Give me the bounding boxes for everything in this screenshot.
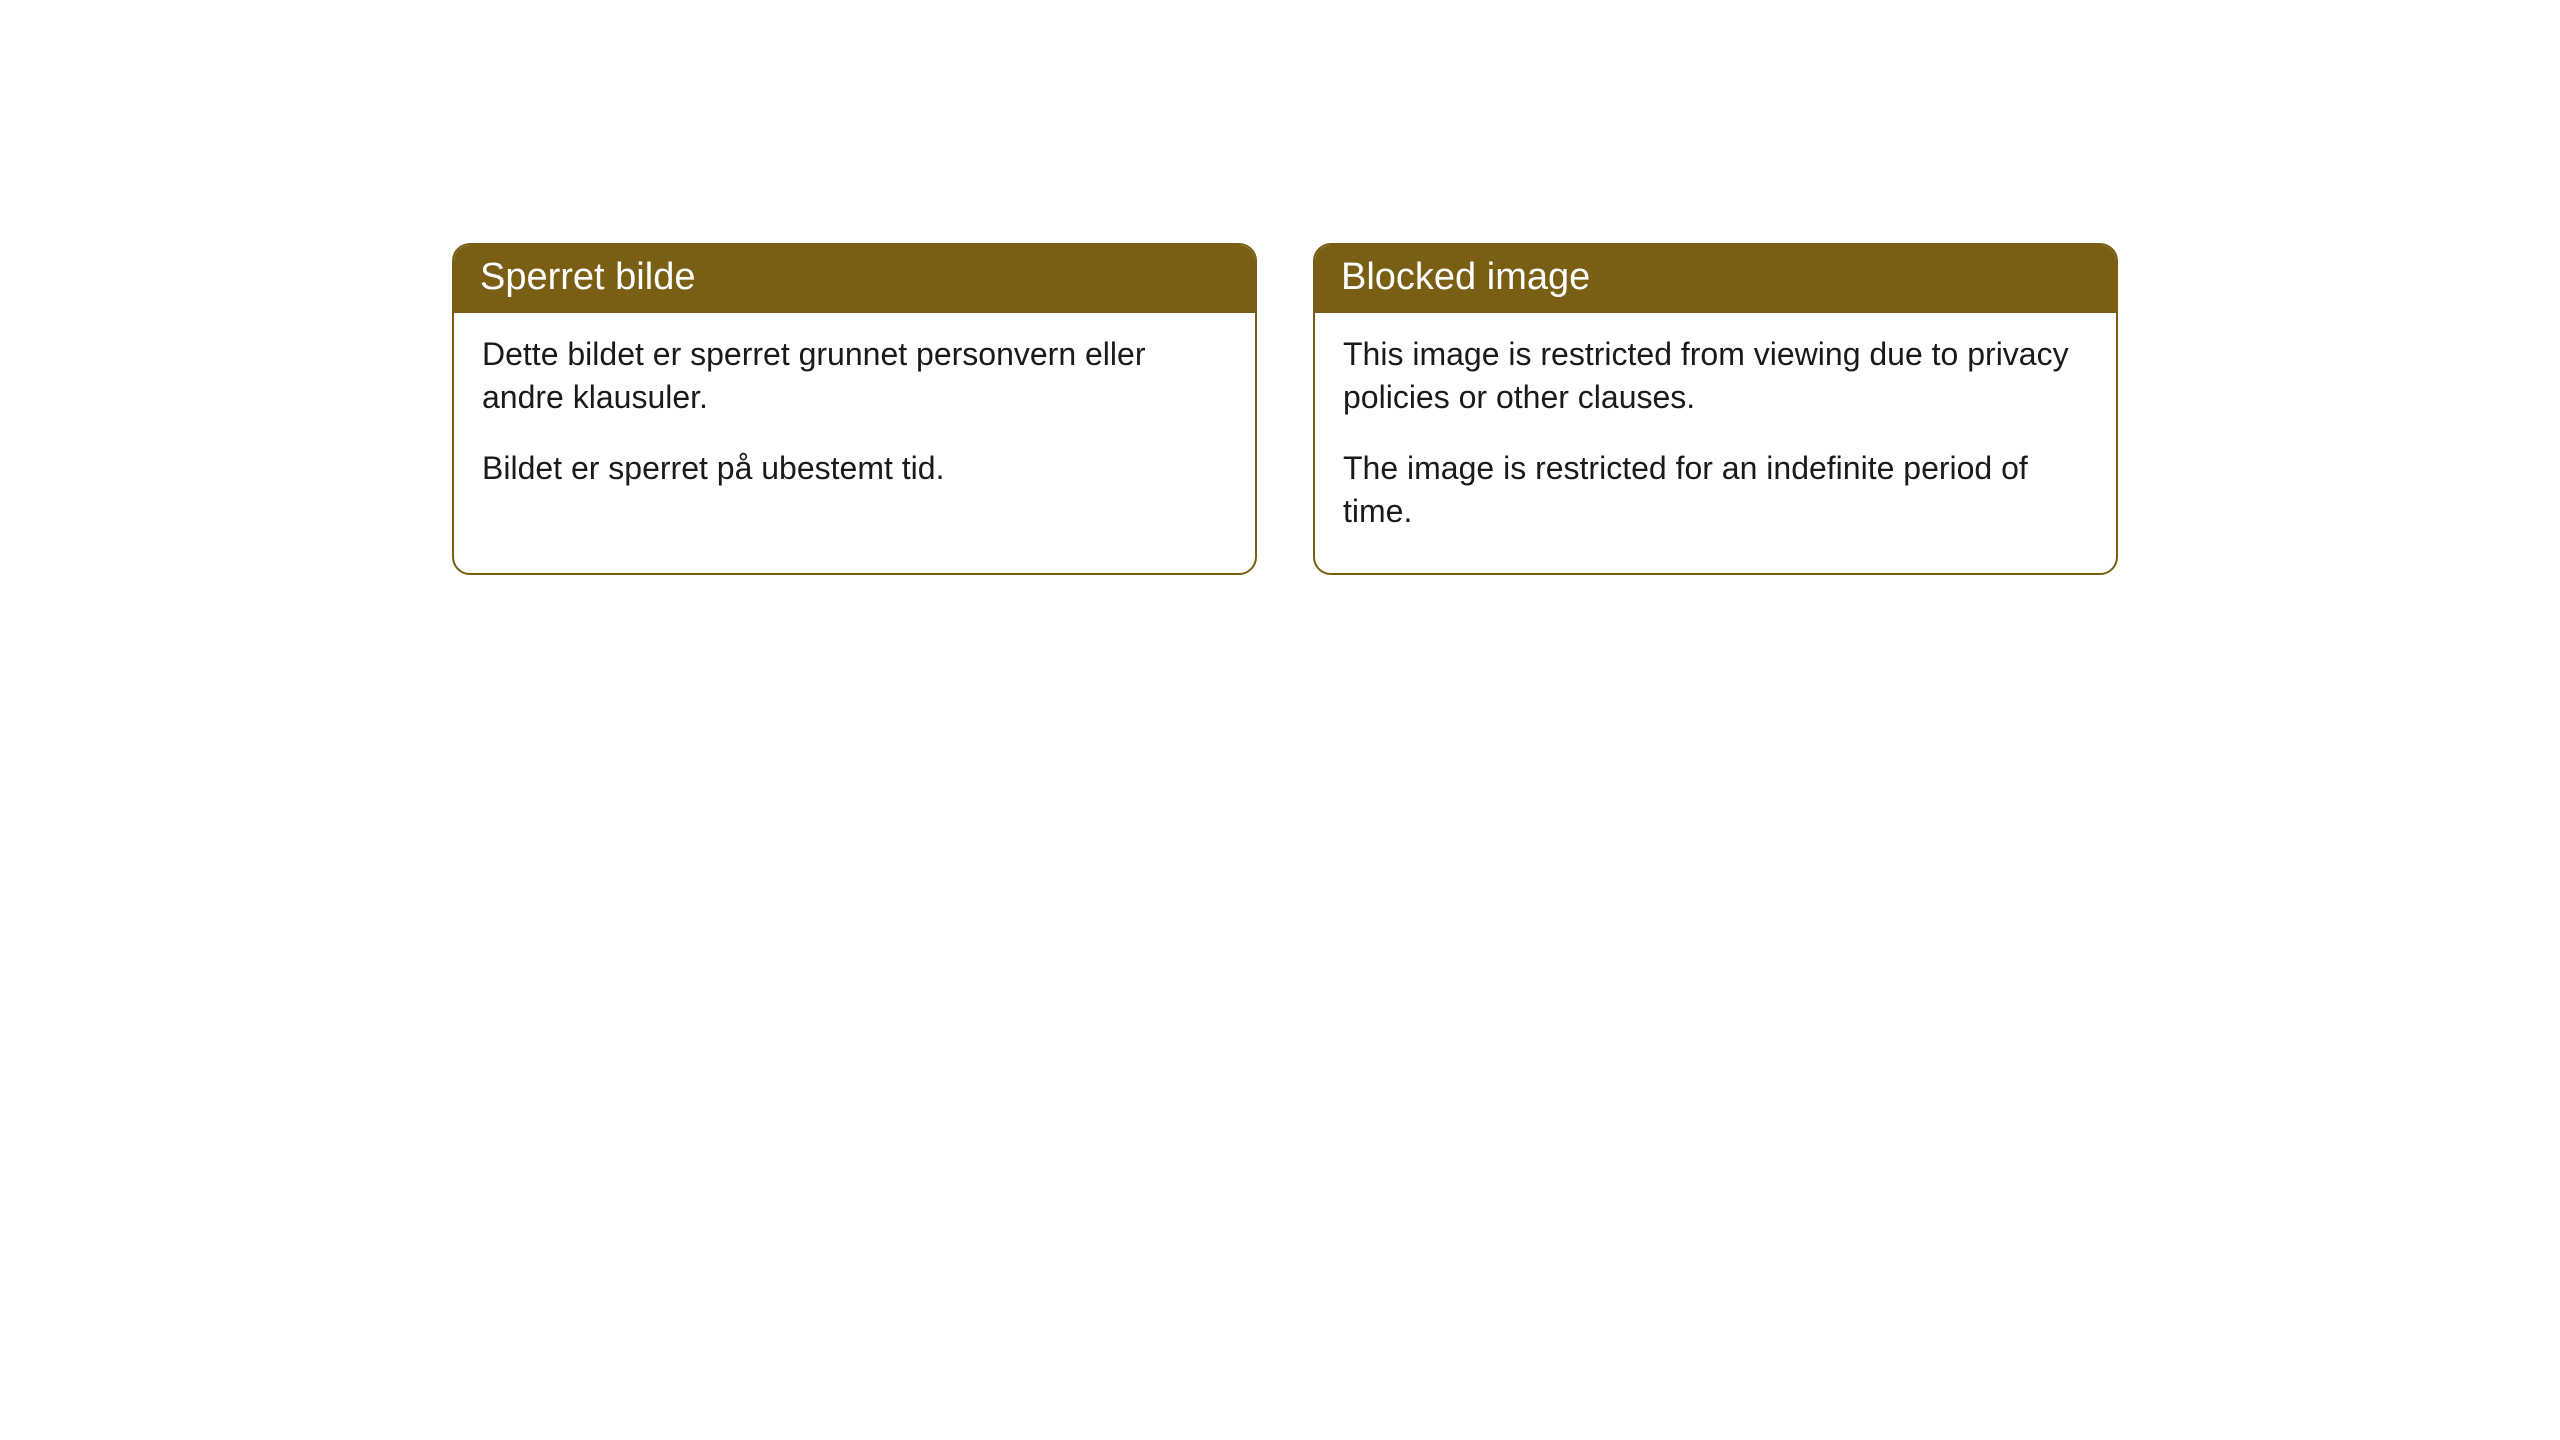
card-body: This image is restricted from viewing du… (1315, 313, 2116, 574)
card-paragraph-1: Dette bildet er sperret grunnet personve… (482, 333, 1227, 419)
notice-cards-container: Sperret bilde Dette bildet er sperret gr… (0, 0, 2560, 575)
card-paragraph-1: This image is restricted from viewing du… (1343, 333, 2088, 419)
card-paragraph-2: Bildet er sperret på ubestemt tid. (482, 447, 1227, 490)
card-paragraph-2: The image is restricted for an indefinit… (1343, 447, 2088, 533)
card-title: Blocked image (1315, 245, 2116, 313)
card-title: Sperret bilde (454, 245, 1255, 313)
blocked-image-card-no: Sperret bilde Dette bildet er sperret gr… (452, 243, 1257, 575)
card-body: Dette bildet er sperret grunnet personve… (454, 313, 1255, 531)
blocked-image-card-en: Blocked image This image is restricted f… (1313, 243, 2118, 575)
